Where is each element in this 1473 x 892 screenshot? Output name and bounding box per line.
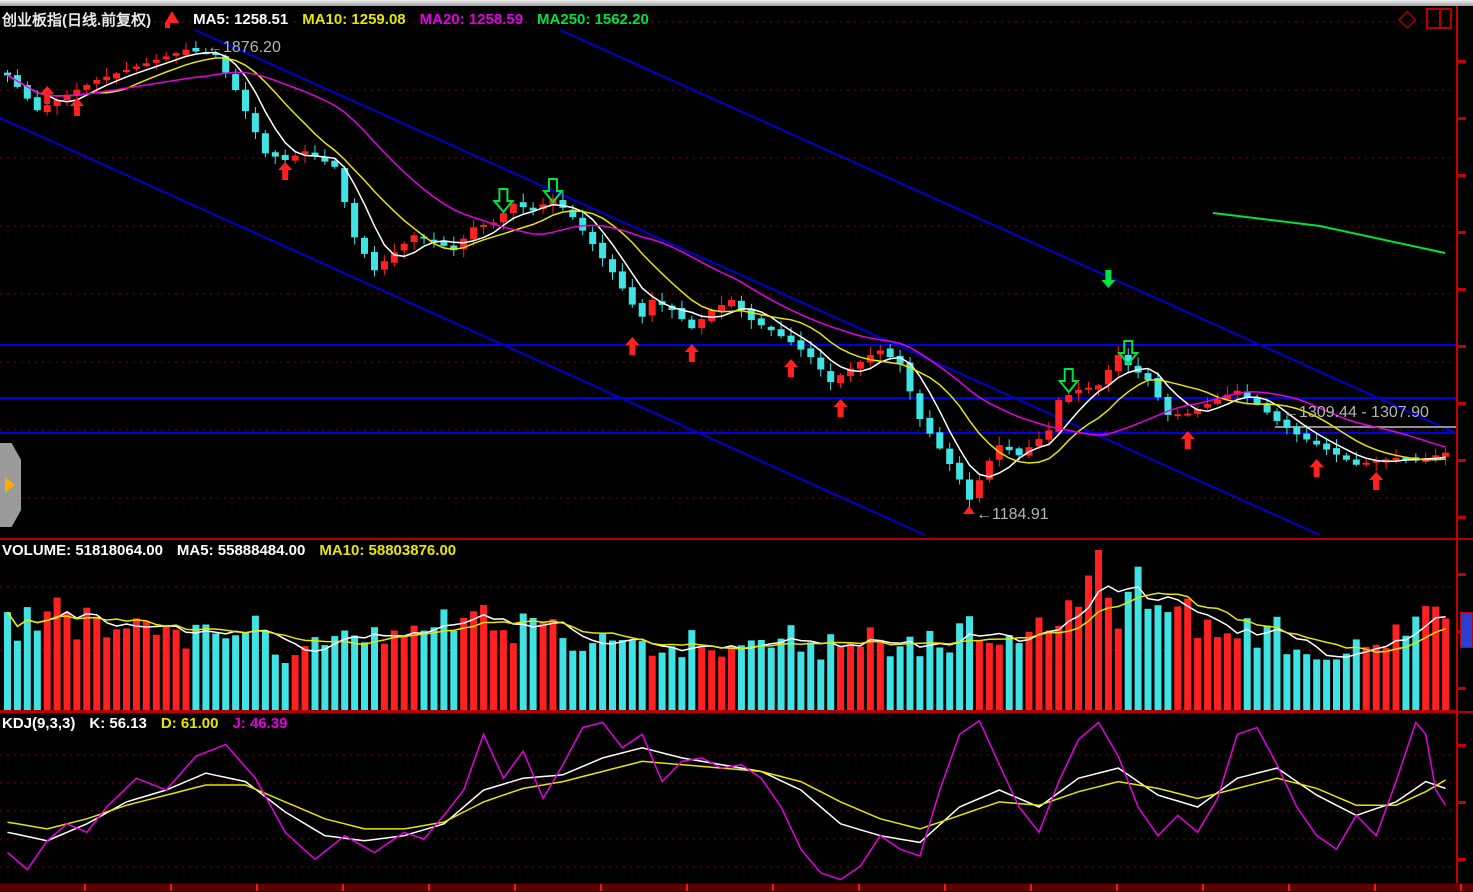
price-gridlines — [0, 21, 1456, 499]
kdj-d-line — [7, 760, 1446, 830]
ma250-line — [1212, 212, 1446, 254]
pane-divider-2[interactable] — [0, 711, 1473, 713]
volume-ma5-value: MA5: 55888484.00 — [176, 542, 306, 559]
sell-arrow-hollow-icon — [1117, 340, 1140, 366]
kdj-k-line — [7, 747, 1446, 844]
sell-arrow-hollow-icon — [1057, 368, 1080, 394]
kdj-j-line — [7, 719, 1447, 881]
sell-arrow-hollow-icon — [541, 178, 565, 204]
ma20-value: MA20: 1258.59 — [419, 11, 524, 28]
price-annotation: ←1876.20 — [207, 39, 281, 56]
kdj-pane[interactable] — [0, 714, 1456, 883]
pane-divider[interactable] — [0, 538, 1473, 540]
time-axis[interactable] — [0, 883, 1473, 891]
kdj-name[interactable]: KDJ(9,3,3) — [2, 715, 76, 732]
split-window-icon[interactable] — [1426, 8, 1453, 29]
price-axis-line — [1456, 6, 1458, 883]
kdj-j-value: J: 46.39 — [232, 715, 288, 732]
volume-value: VOLUME: 51818064.00 — [2, 542, 163, 559]
ma10-line — [7, 57, 1446, 464]
volume-ma10-value: MA10: 58803876.00 — [319, 542, 457, 559]
ma20-line — [7, 71, 1446, 448]
instrument-title[interactable]: 创业板指(日线.前复权) — [2, 12, 152, 29]
sell-arrow-hollow-icon — [492, 188, 515, 214]
volume-ma10-line — [6, 592, 1446, 653]
volume-pane-header: VOLUME: 51818064.00 MA5: 55888484.00 MA1… — [2, 542, 456, 559]
signal-markers — [40, 86, 1384, 514]
ma5-value: MA5: 1258.51 — [193, 11, 289, 28]
volume-pane[interactable] — [0, 540, 1456, 712]
price-pane[interactable]: ←1876.20 ←1309.44 - 1307.90 ←1184.91 — [0, 6, 1456, 538]
buy-arrow-icon — [1180, 431, 1195, 449]
buy-arrow-icon — [833, 399, 848, 417]
buy-arrow-icon — [625, 337, 640, 355]
time-axis-ticks — [0, 884, 1473, 891]
expand-arrow-icon — [5, 477, 15, 493]
price-annotation: ←1184.91 — [976, 506, 1049, 523]
buy-arrow-icon — [1309, 459, 1324, 477]
panel-expand-tab[interactable] — [0, 443, 21, 527]
right-axis-marker[interactable] — [1460, 612, 1473, 648]
price-axis-ticks — [1458, 6, 1466, 883]
kdj-d-value: D: 61.00 — [160, 715, 219, 732]
kdj-k-value: K: 56.13 — [89, 715, 147, 732]
buy-arrow-icon — [784, 359, 799, 377]
buy-arrow-icon — [684, 344, 699, 362]
trend-up-arrow-icon — [165, 10, 180, 28]
ma5-line — [7, 51, 1446, 478]
buy-arrow-icon — [40, 86, 55, 104]
price-pane-header: 创业板指(日线.前复权) MA5: 1258.51 MA10: 1259.08 … — [2, 9, 649, 30]
buy-arrow-icon — [69, 98, 84, 116]
ma250-value: MA250: 1562.20 — [537, 11, 649, 28]
volume-bars — [4, 550, 1450, 710]
kdj-pane-header: KDJ(9,3,3) K: 56.13 D: 61.00 J: 46.39 — [2, 715, 288, 732]
ma10-value: MA10: 1259.08 — [302, 11, 406, 28]
buy-arrow-icon — [278, 162, 293, 180]
drawn-lines[interactable] — [0, 29, 1456, 536]
low-point-triangle — [963, 506, 975, 514]
pane-toolbar: ◇ — [1398, 4, 1453, 32]
price-annotation: ←1309.44 - 1307.90 — [1283, 404, 1429, 421]
window-top-strip — [0, 0, 1473, 6]
sell-arrow-icon — [1101, 270, 1116, 288]
diamond-icon[interactable]: ◇ — [1398, 4, 1417, 32]
buy-arrow-icon — [1369, 472, 1384, 490]
